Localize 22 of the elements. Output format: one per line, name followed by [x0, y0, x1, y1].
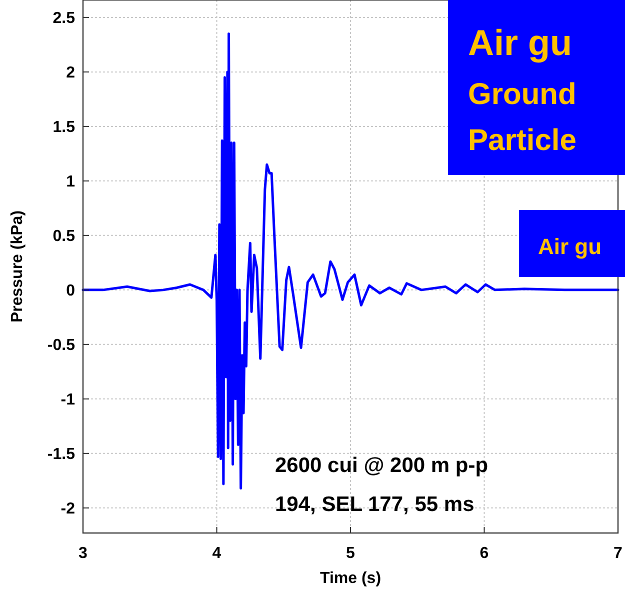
y-tick-label: 1	[66, 174, 76, 191]
y-tick-label: 0	[66, 282, 76, 300]
annotation: Ground	[468, 78, 576, 111]
x-tick-label: 4	[212, 545, 222, 562]
y-tick-label: 2	[66, 64, 76, 82]
annotation: 2600 cui @ 200 m p-p 194, SEL 177, 55 ms	[275, 454, 488, 516]
y-tick-label: 1.5	[52, 119, 76, 136]
x-tick-label: 3	[78, 545, 88, 562]
x-tick-label: 7	[614, 545, 623, 562]
annotation: Air gu	[538, 234, 602, 259]
y-tick-label: -1	[60, 392, 76, 409]
y-tick-label: -0.5	[47, 337, 76, 354]
annotation: Particle	[468, 124, 576, 157]
y-tick-label: -1.5	[47, 446, 76, 464]
y-tick-label: -2	[60, 500, 76, 518]
y-tick-label: 0.5	[52, 228, 76, 246]
annotation: Air gu	[468, 22, 572, 63]
x-tick-label: 5	[346, 545, 356, 562]
y-tick-label: 2.5	[52, 10, 76, 28]
y-axis-title: Pressure (kPa)	[9, 210, 26, 323]
x-tick-label: 6	[480, 545, 489, 562]
x-axis-title: Time (s)	[320, 570, 382, 587]
